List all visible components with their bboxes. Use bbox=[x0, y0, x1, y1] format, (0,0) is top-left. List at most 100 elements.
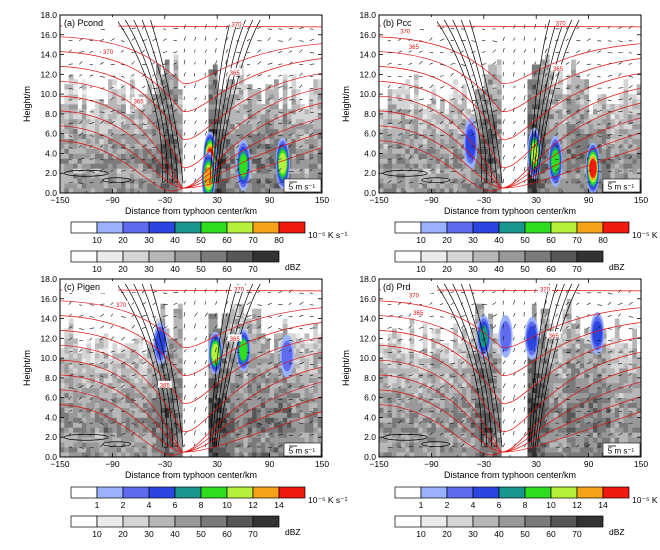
reflectivity-colorbar-tick: 30 bbox=[144, 529, 154, 539]
reflectivity-colorbar-unit: dBZ bbox=[285, 527, 301, 537]
heating-colorbar-box bbox=[421, 222, 447, 233]
x-tick-label: 90 bbox=[584, 195, 594, 205]
heating-colorbar-tick: 8 bbox=[199, 500, 204, 510]
y-tick-label: 16.0 bbox=[359, 294, 376, 304]
reflectivity-colorbar-box bbox=[149, 251, 175, 262]
x-axis-label: Distance from typhoon center/km bbox=[125, 470, 257, 480]
theta-contour-label: 370 bbox=[234, 287, 245, 293]
heating-colorbar-box bbox=[123, 487, 149, 498]
x-tick-label: 90 bbox=[265, 195, 275, 205]
x-axis-label: Distance from typhoon center/km bbox=[444, 206, 576, 216]
heating-colorbar-unit: 10⁻⁵ K s⁻¹ bbox=[632, 230, 660, 240]
heating-colorbar-tick: 2 bbox=[445, 500, 450, 510]
heating-colorbar-tick: 20 bbox=[442, 235, 452, 245]
y-tick-label: 18.0 bbox=[359, 10, 376, 20]
reflectivity-colorbar-tick: 20 bbox=[118, 529, 128, 539]
heating-colorbar-box bbox=[577, 487, 603, 498]
reflectivity-colorbar-tick: 50 bbox=[196, 264, 206, 274]
y-tick-label: 0.0 bbox=[45, 188, 57, 198]
reflectivity-colorbar-box bbox=[421, 251, 447, 262]
heating-colorbar-box bbox=[473, 222, 499, 233]
panel-label: (b) Pcc bbox=[383, 18, 412, 28]
reflectivity-colorbar-box bbox=[123, 516, 149, 527]
y-tick-label: 14.0 bbox=[359, 314, 376, 324]
reflectivity-colorbar-tick: 20 bbox=[442, 264, 452, 274]
reflectivity-colorbar-tick: 40 bbox=[494, 264, 504, 274]
x-axis-label: Distance from typhoon center/km bbox=[125, 206, 257, 216]
heating-colorbar-unit: 10⁻⁵ K s⁻¹ bbox=[308, 495, 348, 505]
heating-colorbar-tick: 50 bbox=[520, 235, 530, 245]
reflectivity-colorbar-box bbox=[525, 516, 551, 527]
theta-contour-label: 370 bbox=[400, 29, 411, 35]
reflectivity-colorbar-box bbox=[421, 516, 447, 527]
reflectivity-colorbar-box bbox=[473, 251, 499, 262]
reflectivity-colorbar-box bbox=[175, 516, 201, 527]
y-tick-label: 10.0 bbox=[40, 353, 57, 363]
y-tick-label: 12.0 bbox=[359, 333, 376, 343]
reflectivity-colorbar-box bbox=[71, 251, 97, 262]
y-tick-label: 2.0 bbox=[45, 432, 57, 442]
reflectivity-colorbar-box bbox=[175, 251, 201, 262]
theta-contour-label: 370 bbox=[409, 293, 420, 299]
theta-contour-label: 370 bbox=[103, 50, 114, 56]
theta-contour-label: 370 bbox=[231, 22, 242, 28]
y-tick-label: 4.0 bbox=[364, 148, 376, 158]
x-tick-label: 150 bbox=[315, 459, 329, 469]
heating-colorbar-box bbox=[279, 222, 305, 233]
theta-contour-label: 365 bbox=[160, 383, 171, 389]
heating-colorbar-tick: 70 bbox=[248, 235, 258, 245]
x-tick-label: 150 bbox=[634, 195, 648, 205]
reflectivity-colorbar-tick: 60 bbox=[546, 264, 556, 274]
y-axis-label: Height/m bbox=[341, 350, 351, 386]
reflectivity-colorbar-tick: 70 bbox=[248, 529, 258, 539]
reference-vector-label: 5 m s⁻¹ bbox=[608, 183, 635, 192]
heating-colorbar-tick: 80 bbox=[598, 235, 608, 245]
y-tick-label: 6.0 bbox=[45, 129, 57, 139]
heating-colorbar-tick: 60 bbox=[546, 235, 556, 245]
heating-colorbar-tick: 20 bbox=[118, 235, 128, 245]
heating-colorbar-tick: 70 bbox=[572, 235, 582, 245]
x-tick-label: −30 bbox=[158, 459, 173, 469]
y-axis-label: Height/m bbox=[341, 86, 351, 122]
heating-colorbar-unit: 10⁻⁵ K s⁻¹ bbox=[308, 230, 348, 240]
reflectivity-colorbar-tick: 30 bbox=[468, 264, 478, 274]
heating-colorbar-box bbox=[97, 222, 123, 233]
y-tick-label: 8.0 bbox=[364, 109, 376, 119]
heating-colorbar-tick: 4 bbox=[471, 500, 476, 510]
reflectivity-colorbar-box bbox=[499, 251, 525, 262]
heating-max-1-level-3 bbox=[527, 326, 536, 351]
theta-contour-label: 365 bbox=[134, 100, 145, 106]
y-tick-label: 18.0 bbox=[40, 10, 57, 20]
x-tick-label: 150 bbox=[634, 459, 648, 469]
y-tick-label: 0.0 bbox=[364, 188, 376, 198]
reflectivity-colorbar-box bbox=[97, 251, 123, 262]
heating-max-3-level-6 bbox=[279, 153, 287, 174]
heating-colorbar-box bbox=[279, 487, 305, 498]
heating-colorbar-tick: 30 bbox=[144, 235, 154, 245]
reflectivity-colorbar-box bbox=[551, 516, 577, 527]
x-tick-label: 30 bbox=[212, 195, 222, 205]
reflectivity-colorbar-box bbox=[227, 516, 253, 527]
reflectivity-colorbar-box bbox=[227, 251, 253, 262]
y-tick-label: 18.0 bbox=[359, 274, 376, 284]
x-tick-label: 90 bbox=[265, 459, 275, 469]
panel-label: (a) Pcond bbox=[64, 18, 103, 28]
heating-colorbar-box bbox=[201, 487, 227, 498]
heating-colorbar-box bbox=[603, 222, 629, 233]
heating-colorbar-tick: 8 bbox=[523, 500, 528, 510]
heating-colorbar-box bbox=[71, 222, 97, 233]
x-tick-label: 90 bbox=[584, 459, 594, 469]
reflectivity-colorbar-tick: 50 bbox=[196, 529, 206, 539]
y-tick-label: 14.0 bbox=[40, 314, 57, 324]
heating-colorbar-box bbox=[395, 487, 421, 498]
theta-contour-label: 370 bbox=[116, 303, 127, 309]
reflectivity-colorbar-box bbox=[395, 516, 421, 527]
heating-colorbar-box bbox=[525, 487, 551, 498]
theta-contour-label: 365 bbox=[409, 45, 420, 51]
reflectivity-colorbar-tick: 10 bbox=[92, 264, 102, 274]
heating-colorbar-tick: 6 bbox=[497, 500, 502, 510]
